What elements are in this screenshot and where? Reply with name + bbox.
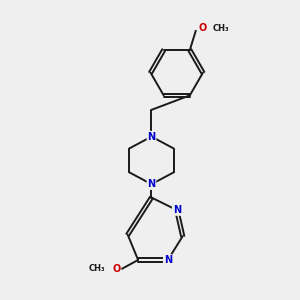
Text: N: N [147, 179, 155, 189]
Text: O: O [198, 23, 206, 33]
Text: N: N [164, 255, 172, 265]
Text: N: N [173, 205, 181, 215]
Text: CH₃: CH₃ [212, 24, 229, 33]
Text: CH₃: CH₃ [89, 264, 105, 273]
Text: N: N [147, 132, 155, 142]
Text: O: O [112, 264, 121, 274]
